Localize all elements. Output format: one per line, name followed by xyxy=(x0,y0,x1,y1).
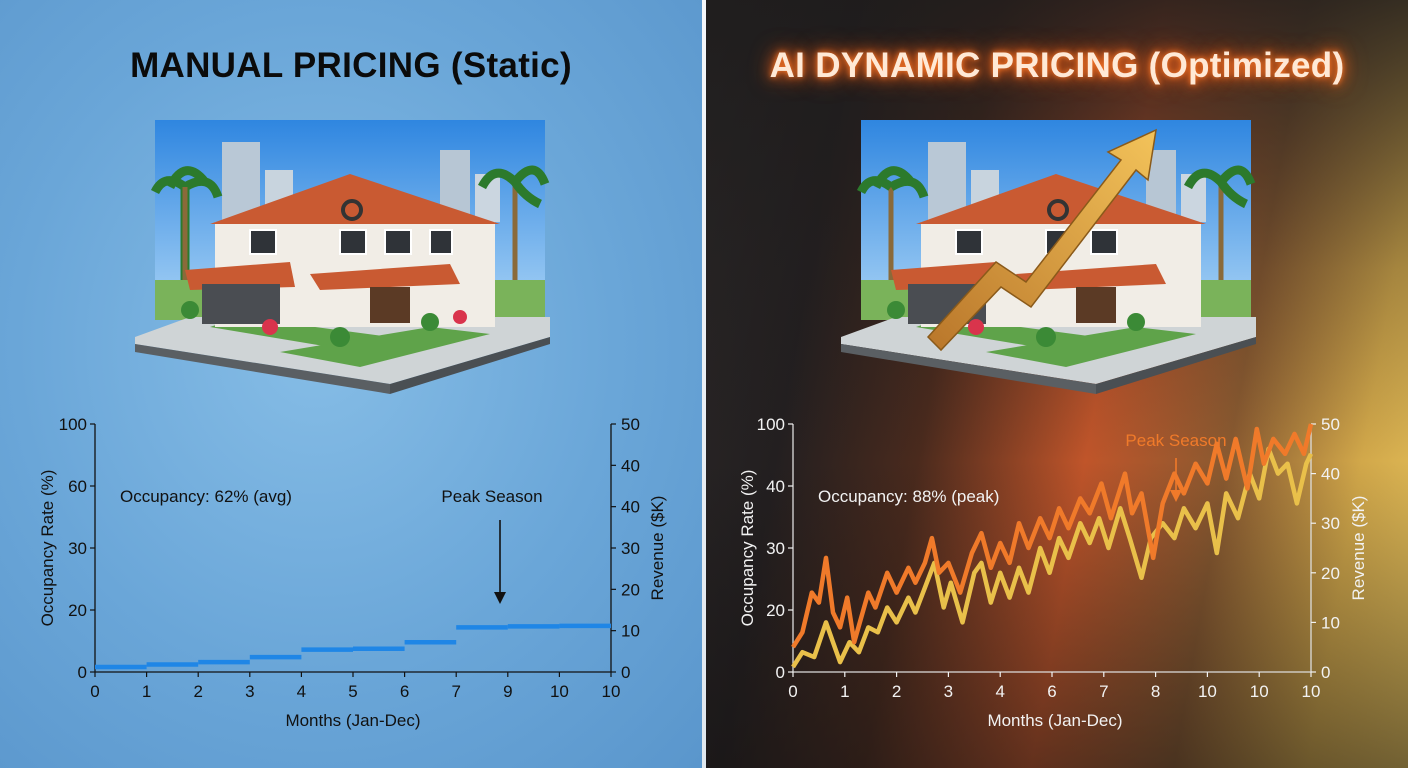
left-xtick-label: 6 xyxy=(400,682,409,701)
left-ytick-label-right: 10 xyxy=(621,622,640,641)
left-axes xyxy=(94,424,612,673)
right-ytick-label-left: 0 xyxy=(776,663,785,682)
right-xtick-label: 10 xyxy=(1250,682,1269,701)
left-ytick-label-left: 20 xyxy=(68,601,87,620)
right-axes xyxy=(792,424,1312,673)
left-xtick-label: 3 xyxy=(245,682,254,701)
left-ytick-label-right: 20 xyxy=(621,580,640,599)
right-xtick-label: 10 xyxy=(1302,682,1321,701)
left-xtick-label: 5 xyxy=(348,682,357,701)
right-xlabel: Months (Jan-Dec) xyxy=(987,711,1122,730)
right-xtick-label: 1 xyxy=(840,682,849,701)
left-ytick-label-left: 100 xyxy=(59,415,87,434)
left-annotation-occupancy: Occupancy: 62% (avg) xyxy=(120,487,292,506)
right-ytick-label-right: 20 xyxy=(1321,564,1340,583)
right-xtick-label: 7 xyxy=(1099,682,1108,701)
left-xtick-label: 10 xyxy=(602,682,621,701)
left-ytick-label-left: 60 xyxy=(68,477,87,496)
left-xtick-label: 2 xyxy=(193,682,202,701)
right-xtick-label: 0 xyxy=(788,682,797,701)
left-series xyxy=(95,623,611,670)
left-ytick-label-right: 40 xyxy=(621,498,640,517)
left-xtick-label: 4 xyxy=(297,682,306,701)
right-revenue-line xyxy=(791,446,1314,669)
right-xtick-label: 6 xyxy=(1047,682,1056,701)
house-illustration xyxy=(135,120,550,394)
left-annotation-peak: Peak Season xyxy=(441,487,542,506)
left-ylabel-right: Revenue ($K) xyxy=(648,496,667,601)
right-xtick-label: 10 xyxy=(1198,682,1217,701)
left-xtick-label: 9 xyxy=(503,682,512,701)
right-ytick-label-left: 40 xyxy=(766,477,785,496)
right-ytick-label-right: 10 xyxy=(1321,613,1340,632)
left-xtick-label: 10 xyxy=(550,682,569,701)
left-xtick-label: 1 xyxy=(142,682,151,701)
left-xtick-label: 7 xyxy=(451,682,460,701)
left-ytick-label-right: 30 xyxy=(621,539,640,558)
left-ytick-label-right: 40 xyxy=(621,456,640,475)
right-occupancy-line xyxy=(791,423,1314,649)
right-ytick-label-right: 0 xyxy=(1321,663,1330,682)
right-ytick-label-right: 40 xyxy=(1321,465,1340,484)
panel-divider xyxy=(702,0,706,768)
left-ylabel: Occupancy Rate (%) xyxy=(38,470,57,627)
right-ytick-label-right: 30 xyxy=(1321,514,1340,533)
right-xtick-label: 2 xyxy=(892,682,901,701)
house-illustration-ai xyxy=(841,120,1256,394)
right-ytick-label-left: 20 xyxy=(766,601,785,620)
right-ytick-label-right: 50 xyxy=(1321,415,1340,434)
right-ytick-label-left: 30 xyxy=(766,539,785,558)
manual-pricing-title: MANUAL PRICING (Static) xyxy=(130,46,572,85)
right-annotation-occupancy: Occupancy: 88% (peak) xyxy=(818,487,999,506)
left-peak-arrow xyxy=(494,520,506,604)
right-ylabel-right: Revenue ($K) xyxy=(1349,496,1368,601)
left-xtick-label: 0 xyxy=(90,682,99,701)
left-xlabel: Months (Jan-Dec) xyxy=(285,711,420,730)
ai-pricing-title: AI DYNAMIC PRICING (Optimized) xyxy=(769,46,1345,85)
right-series xyxy=(791,423,1314,669)
left-ytick-label-right: 50 xyxy=(621,415,640,434)
ai-pricing-panel: AI DYNAMIC PRICING (Optimized) xyxy=(706,0,1408,768)
right-xtick-label: 8 xyxy=(1151,682,1160,701)
left-ytick-label-left: 30 xyxy=(68,539,87,558)
growth-arrow-icon xyxy=(926,128,1157,352)
right-annotation-peak: Peak Season xyxy=(1125,431,1226,450)
manual-pricing-panel: MANUAL PRICING (Static) xyxy=(0,0,702,768)
right-ylabel: Occupancy Rate (%) xyxy=(738,470,757,627)
left-ytick-label-left: 0 xyxy=(78,663,87,682)
right-xtick-label: 3 xyxy=(944,682,953,701)
right-ytick-label-left: 100 xyxy=(757,415,785,434)
right-xtick-label: 4 xyxy=(995,682,1004,701)
left-ytick-label-right: 0 xyxy=(621,663,630,682)
